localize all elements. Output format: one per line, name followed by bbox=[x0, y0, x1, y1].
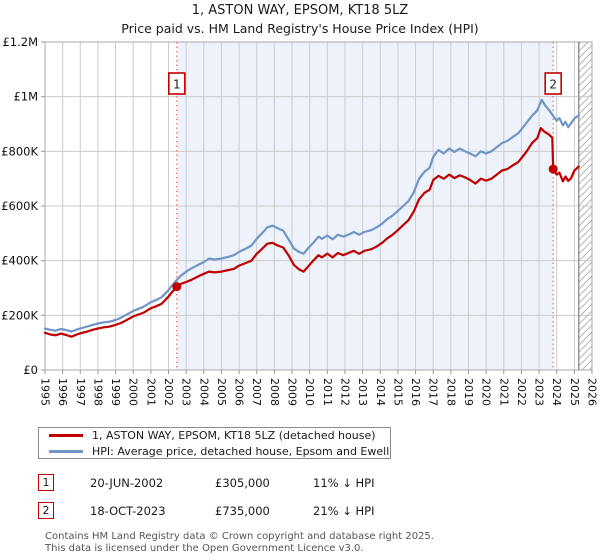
price-chart: 1995 1996 1997 1998 1999 2000 2001 2002 2003 2004… bbox=[1, 35, 599, 406]
x-tick-label: 2017 bbox=[427, 378, 440, 406]
y-tick-label: £200K bbox=[1, 308, 38, 322]
hpi-line bbox=[43, 98, 580, 333]
price-paid-line bbox=[43, 127, 580, 338]
x-tick-label: 1998 bbox=[91, 378, 104, 406]
x-tick-label: 2012 bbox=[338, 378, 351, 406]
x-tick-label: 1996 bbox=[56, 378, 69, 406]
x-tick-label: 1997 bbox=[74, 378, 87, 406]
x-tick-label: 2007 bbox=[250, 378, 263, 406]
plot-border bbox=[44, 41, 593, 371]
legend-item-hpi: HPI: Average price, detached house, Epso… bbox=[49, 445, 390, 458]
sale-hpi-delta-1: 11% ↓ HPI bbox=[313, 476, 375, 490]
y-tick-label: £400K bbox=[1, 254, 38, 268]
sale-point-dot bbox=[172, 282, 182, 292]
sale-marker-box bbox=[544, 72, 562, 95]
x-tick-label: 2011 bbox=[321, 378, 334, 406]
price-line-swatch bbox=[49, 433, 83, 437]
y-tick-label: £1.2M bbox=[2, 35, 38, 49]
licence-line-1: Contains HM Land Registry data © Crown c… bbox=[45, 531, 434, 542]
y-tick-label: £0 bbox=[23, 363, 38, 377]
x-tick-label: 2010 bbox=[303, 378, 316, 406]
sale-price-1: £305,000 bbox=[215, 476, 270, 490]
licence-line-2: This data is licensed under the Open Gov… bbox=[45, 542, 364, 554]
x-tick-label: 2006 bbox=[233, 378, 246, 406]
x-tick-label: 2014 bbox=[374, 378, 387, 406]
x-tick-label: 2021 bbox=[497, 378, 510, 406]
x-tick-label: 2000 bbox=[127, 378, 140, 406]
x-tick-label: 2008 bbox=[268, 378, 281, 406]
hpi-line-swatch bbox=[49, 449, 83, 453]
y-tick-label: £1M bbox=[13, 90, 38, 104]
x-tick-label: 2002 bbox=[162, 378, 175, 406]
sale-marker-number: 1 bbox=[173, 78, 181, 92]
sale-price-2: £735,000 bbox=[215, 504, 270, 518]
legend-label-hpi: HPI: Average price, detached house, Epso… bbox=[92, 444, 390, 458]
sale-marker-number: 2 bbox=[549, 78, 557, 92]
x-tick-label: 2026 bbox=[586, 378, 599, 406]
x-tick-label: 2024 bbox=[550, 378, 563, 406]
legend-label-price: 1, ASTON WAY, EPSOM, KT18 5LZ (detached … bbox=[92, 428, 376, 442]
x-tick-label: 2018 bbox=[444, 378, 457, 406]
x-tick-label: 2020 bbox=[480, 378, 493, 406]
x-tick-label: 2016 bbox=[409, 378, 422, 406]
x-tick-label: 1995 bbox=[39, 378, 52, 406]
legend-item-price: 1, ASTON WAY, EPSOM, KT18 5LZ (detached … bbox=[49, 429, 390, 442]
x-tick-label: 2013 bbox=[356, 378, 369, 406]
y-tick-label: £600K bbox=[1, 199, 38, 213]
sale-marker-box bbox=[168, 72, 186, 95]
x-tick-label: 2009 bbox=[286, 378, 299, 406]
sale-marker-1: 1 bbox=[38, 474, 54, 491]
x-tick-label: 2001 bbox=[144, 378, 157, 406]
x-tick-label: 2023 bbox=[533, 378, 546, 406]
x-tick-label: 2022 bbox=[515, 378, 528, 406]
page-title: 1, ASTON WAY, EPSOM, KT18 5LZ bbox=[191, 3, 409, 18]
sale-marker-2: 2 bbox=[38, 502, 54, 519]
x-tick-label: 2005 bbox=[215, 378, 228, 406]
licence-footer: Contains HM Land Registry data © Crown c… bbox=[45, 531, 434, 554]
sale-date-1: 20-JUN-2002 bbox=[90, 476, 164, 490]
sale-row-1: 1 20-JUN-2002 £305,000 11% ↓ HPI bbox=[0, 474, 600, 494]
x-tick-label: 2004 bbox=[197, 378, 210, 406]
sale-row-2: 2 18-OCT-2023 £735,000 21% ↓ HPI bbox=[0, 502, 600, 522]
page-subtitle: Price paid vs. HM Land Registry's House … bbox=[121, 21, 479, 36]
sale-hpi-delta-2: 21% ↓ HPI bbox=[313, 504, 375, 518]
chart-legend: 1, ASTON WAY, EPSOM, KT18 5LZ (detached … bbox=[38, 427, 391, 459]
x-tick-label: 1999 bbox=[109, 378, 122, 406]
x-tick-label: 2025 bbox=[568, 378, 581, 406]
sale-date-2: 18-OCT-2023 bbox=[90, 504, 166, 518]
y-tick-label: £800K bbox=[1, 144, 38, 158]
x-tick-label: 2003 bbox=[180, 378, 193, 406]
x-tick-label: 2019 bbox=[462, 378, 475, 406]
sale-point-dot bbox=[548, 164, 558, 174]
x-tick-label: 2015 bbox=[391, 378, 404, 406]
